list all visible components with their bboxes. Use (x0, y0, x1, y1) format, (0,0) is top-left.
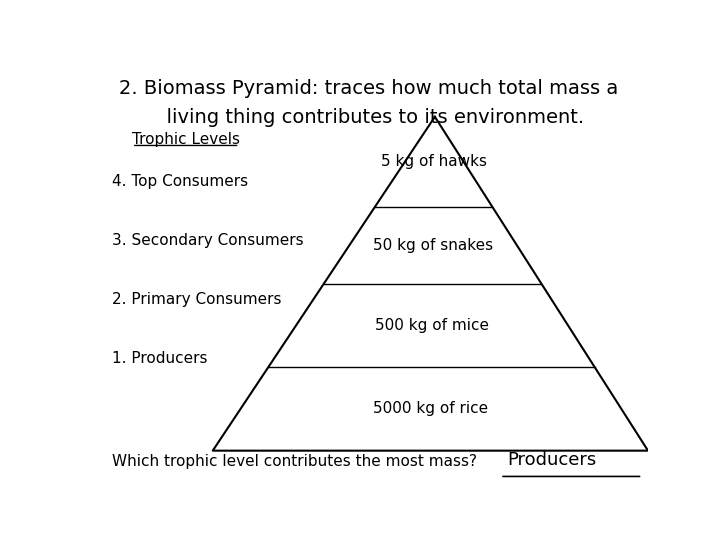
Text: living thing contributes to its environment.: living thing contributes to its environm… (154, 109, 584, 127)
Text: Which trophic level contributes the most mass?: Which trophic level contributes the most… (112, 454, 477, 469)
Text: Trophic Levels: Trophic Levels (132, 132, 240, 147)
Text: 500 kg of mice: 500 kg of mice (375, 318, 489, 333)
Text: 2. Biomass Pyramid: traces how much total mass a: 2. Biomass Pyramid: traces how much tota… (120, 79, 618, 98)
Text: 50 kg of snakes: 50 kg of snakes (373, 238, 493, 253)
Text: Producers: Producers (508, 451, 597, 469)
Text: 5000 kg of rice: 5000 kg of rice (374, 401, 488, 416)
Text: 1. Producers: 1. Producers (112, 351, 208, 366)
Text: 2. Primary Consumers: 2. Primary Consumers (112, 292, 282, 307)
Text: 3. Secondary Consumers: 3. Secondary Consumers (112, 233, 304, 248)
Text: 4. Top Consumers: 4. Top Consumers (112, 174, 248, 188)
Text: 5 kg of hawks: 5 kg of hawks (382, 154, 487, 170)
